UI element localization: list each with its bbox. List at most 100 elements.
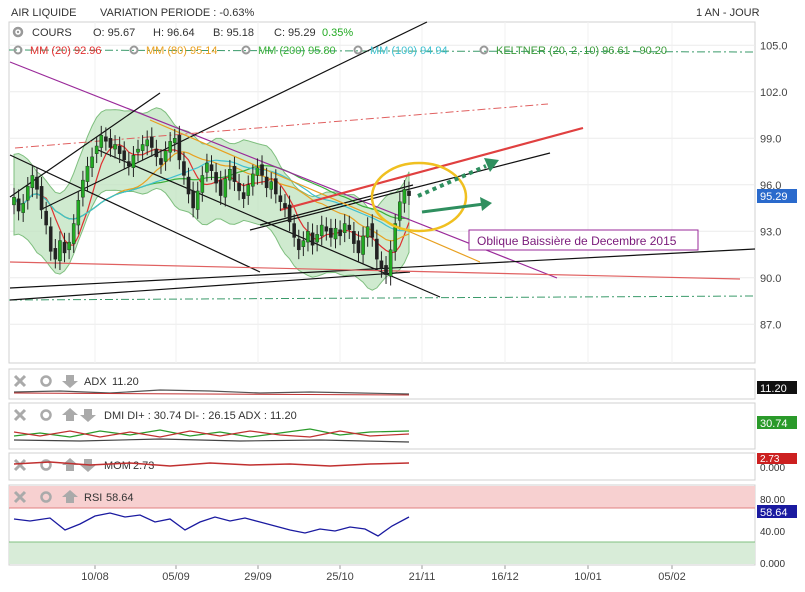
candle <box>398 192 402 230</box>
legend-label: MM (80) 95.14 <box>146 45 218 57</box>
candle <box>402 180 407 213</box>
trendline-oblique-baissiere <box>9 61 558 279</box>
gear-icon <box>241 45 251 55</box>
candle <box>21 194 25 222</box>
gear-icon[interactable] <box>40 459 52 471</box>
candle-body <box>352 231 356 244</box>
trendline-black-1 <box>9 92 161 198</box>
candle <box>99 125 104 157</box>
candle <box>159 149 163 174</box>
trendline-black-6 <box>259 184 414 226</box>
candle <box>127 152 131 176</box>
x-tick-label: 29/09 <box>244 571 272 583</box>
trendline-red-dash <box>14 103 549 149</box>
candle <box>113 135 117 159</box>
candle <box>301 231 306 257</box>
candle <box>94 136 99 164</box>
candle-body <box>287 204 292 223</box>
candle <box>324 217 329 241</box>
candle-body <box>205 162 209 173</box>
candle-body <box>407 190 411 196</box>
candle <box>393 214 398 261</box>
candle-body <box>182 161 186 176</box>
candle-body <box>296 238 301 251</box>
trendline-black-3 <box>97 149 441 298</box>
gear-icon[interactable] <box>40 375 52 387</box>
close-icon[interactable] <box>13 374 27 388</box>
dmi-badge: 30.74 <box>760 418 788 430</box>
candle-body <box>255 167 260 176</box>
candle <box>356 231 361 263</box>
candle-body <box>241 192 246 199</box>
trendline-support-short <box>9 271 411 301</box>
candle-body <box>329 227 333 238</box>
annotation-box[interactable] <box>468 229 699 251</box>
x-tick-label: 10/01 <box>574 571 602 583</box>
candle <box>347 215 352 239</box>
candle <box>191 181 195 218</box>
candle-body <box>388 249 393 277</box>
candle-body <box>375 238 379 260</box>
close-icon[interactable] <box>13 490 27 504</box>
candle-body <box>223 178 228 198</box>
candle <box>195 181 200 219</box>
candle-body <box>140 144 145 151</box>
candle-body <box>347 224 352 230</box>
arrow-down-icon[interactable] <box>62 375 78 388</box>
candle-body <box>113 144 117 150</box>
candle <box>85 156 90 191</box>
legend-item[interactable]: KELTNER (20, 2, 10) 96.61 - 90.20 <box>479 45 668 57</box>
candle <box>12 187 16 215</box>
gear-icon[interactable] <box>40 491 52 503</box>
close-icon[interactable] <box>13 458 27 472</box>
candle <box>200 166 205 202</box>
low-value: B: 95.18 <box>213 27 254 39</box>
candle <box>104 127 108 151</box>
candle <box>58 231 62 270</box>
legend-item[interactable]: MM (20) 92.96 <box>13 45 102 57</box>
candle <box>214 163 218 193</box>
arrow-down-icon[interactable] <box>80 409 96 422</box>
candle-body <box>306 231 310 243</box>
candle <box>379 251 384 278</box>
candle <box>145 130 149 156</box>
candle-body <box>163 150 168 162</box>
candle <box>172 128 177 153</box>
candle <box>117 136 122 164</box>
candle-body <box>356 240 361 254</box>
candle <box>246 175 251 205</box>
gear-icon <box>129 45 139 55</box>
candle-body <box>127 161 131 167</box>
y-tick-label: 105.0 <box>760 40 788 52</box>
instrument-name: AIR LIQUIDE <box>11 7 76 19</box>
rsi-label: RSI <box>84 492 102 504</box>
legend-item[interactable]: MM (100) 94.94 <box>353 45 448 57</box>
legend-item[interactable]: MM (80) 95.14 <box>129 45 218 57</box>
candle-body <box>370 223 375 238</box>
candle <box>319 215 324 246</box>
candle <box>186 167 191 204</box>
gear-icon[interactable] <box>12 26 24 38</box>
open-value: O: 95.67 <box>93 27 135 39</box>
arrow-up-icon[interactable] <box>62 490 78 503</box>
period-selector[interactable]: 1 AN - JOUR <box>696 7 760 19</box>
candle <box>154 139 159 167</box>
candle-body <box>76 200 81 226</box>
candle-body <box>149 136 154 148</box>
gear-icon[interactable] <box>40 409 52 421</box>
candle <box>76 190 81 235</box>
close-icon[interactable] <box>13 408 27 422</box>
candle-body <box>16 198 21 212</box>
arrow-up-icon[interactable] <box>62 458 78 471</box>
close-value: C: 95.29 <box>274 27 316 39</box>
candle <box>232 156 237 191</box>
highlight-ellipse <box>370 161 468 233</box>
candle <box>39 177 44 219</box>
candle <box>338 220 342 246</box>
arrow-up-icon[interactable] <box>62 408 78 421</box>
candle-body <box>122 150 127 161</box>
legend-item[interactable]: MM (200) 95.80 <box>241 45 336 57</box>
adx-panel: ADX 11.20 11.20 <box>8 368 797 400</box>
candle-body <box>379 260 384 269</box>
